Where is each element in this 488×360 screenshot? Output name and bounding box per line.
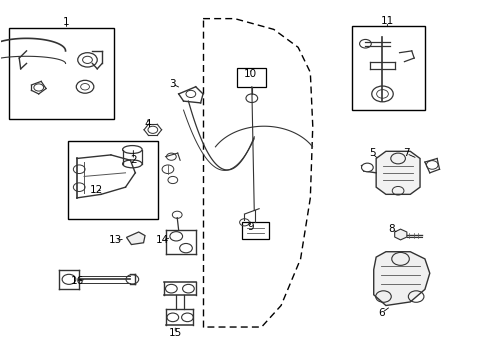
Text: 2: 2 (130, 155, 136, 165)
Bar (68, 140, 158, 220)
Text: 16: 16 (70, 276, 84, 286)
Polygon shape (375, 151, 419, 194)
Bar (242, 222, 268, 239)
Text: 10: 10 (244, 69, 256, 79)
Text: 12: 12 (89, 185, 102, 195)
Text: 3: 3 (169, 79, 175, 89)
Polygon shape (126, 232, 145, 244)
Text: 13: 13 (108, 235, 122, 245)
Bar (237, 68, 266, 87)
Text: 1: 1 (63, 17, 70, 27)
Text: 4: 4 (144, 120, 151, 129)
Text: 14: 14 (156, 235, 169, 245)
Bar (351, 26, 424, 110)
Bar (9, 28, 114, 119)
Text: 7: 7 (402, 148, 409, 158)
Text: 15: 15 (168, 328, 182, 338)
Text: 6: 6 (378, 308, 385, 318)
Text: 5: 5 (368, 148, 375, 158)
Text: 8: 8 (387, 225, 394, 234)
Polygon shape (373, 252, 429, 306)
Text: 9: 9 (246, 222, 253, 232)
Text: 11: 11 (380, 17, 393, 27)
Polygon shape (394, 229, 406, 240)
Circle shape (361, 163, 372, 172)
